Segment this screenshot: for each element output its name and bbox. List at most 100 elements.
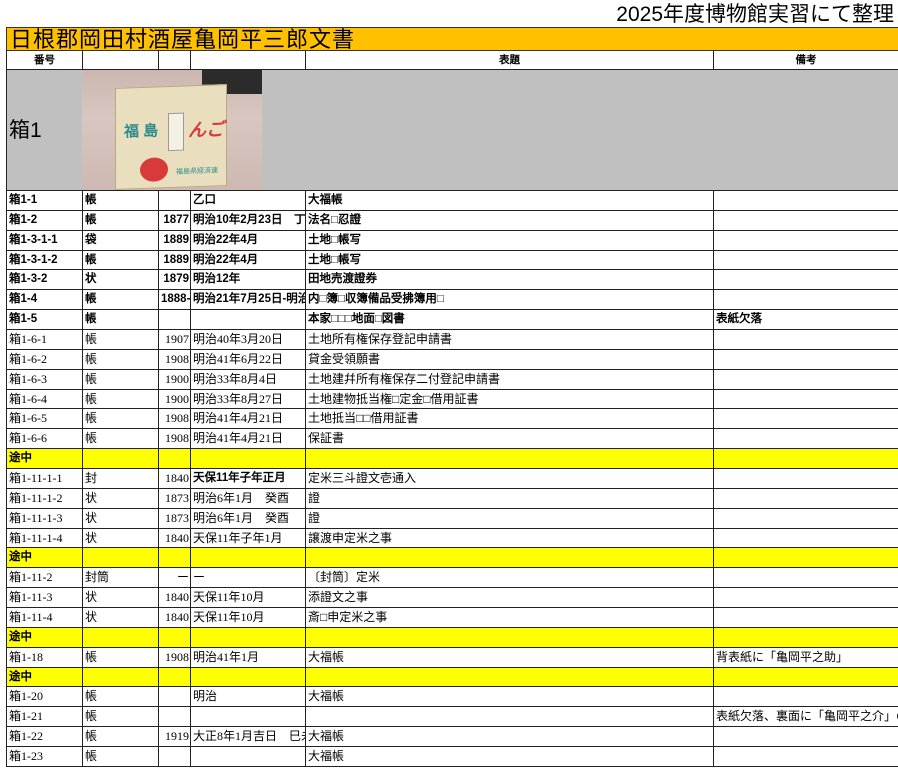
cell-type[interactable]: 状 <box>82 528 158 548</box>
cell-type[interactable]: 帳 <box>82 647 158 667</box>
cell-year[interactable]: 1919 <box>158 727 190 747</box>
cell-year[interactable]: 1873 <box>158 488 190 508</box>
cell-year[interactable]: 1840 <box>158 528 190 548</box>
cell-remark[interactable] <box>713 429 898 449</box>
cell-date[interactable]: 明治10年2月23日 丁丑 <box>190 210 305 230</box>
cell-remark[interactable] <box>713 627 898 647</box>
cell-remark[interactable] <box>713 369 898 389</box>
cell-title[interactable] <box>305 667 713 687</box>
cell-title[interactable]: 譲渡申定米之事 <box>305 528 713 548</box>
cell-remark[interactable] <box>713 250 898 270</box>
cell-title[interactable]: 斎□申定米之事 <box>305 608 713 627</box>
cell-type[interactable]: 帳 <box>82 687 158 707</box>
cell-number[interactable]: 途中 <box>6 548 82 568</box>
cell-type[interactable]: 帳 <box>82 250 158 270</box>
cell-remark[interactable] <box>713 469 898 488</box>
cell-number[interactable]: 箱1-3-2 <box>6 270 82 290</box>
cell-title[interactable]: 土地□帳写 <box>305 230 713 250</box>
cell-date[interactable]: 明治22年4月 <box>190 230 305 250</box>
cell-number[interactable]: 箱1-22 <box>6 727 82 747</box>
cell-date[interactable]: 明治6年1月 癸酉 <box>190 508 305 528</box>
cell-year[interactable] <box>158 687 190 707</box>
cell-year[interactable]: 1908 <box>158 349 190 369</box>
cell-year[interactable] <box>158 191 190 210</box>
cell-year[interactable] <box>158 627 190 647</box>
cell-number[interactable]: 箱1-11-3 <box>6 588 82 608</box>
cell-title[interactable]: 大福帳 <box>305 191 713 210</box>
cell-remark[interactable]: 背表紙に「亀岡平之助」 <box>713 647 898 667</box>
cell-year[interactable]: ー <box>158 568 190 588</box>
cell-date[interactable] <box>190 747 305 766</box>
header-remarks[interactable]: 備考 <box>713 51 898 69</box>
cell-title[interactable]: 貸金受領願書 <box>305 349 713 369</box>
cell-number[interactable]: 箱1-23 <box>6 747 82 766</box>
cell-year[interactable]: 1889 <box>158 230 190 250</box>
cell-type[interactable]: 帳 <box>82 707 158 727</box>
cell-title[interactable]: 大福帳 <box>305 687 713 707</box>
cell-number[interactable]: 箱1-11-2 <box>6 568 82 588</box>
cell-date[interactable]: 明治33年8月27日 <box>190 389 305 409</box>
cell-title[interactable]: 大福帳 <box>305 647 713 667</box>
cell-number[interactable]: 箱1-6-3 <box>6 369 82 389</box>
document-title[interactable]: 日根郡岡田村酒屋亀岡平三郎文書 <box>6 27 898 52</box>
cell-number[interactable]: 箱1-11-1-1 <box>6 469 82 488</box>
cell-number[interactable]: 途中 <box>6 449 82 469</box>
cell-date[interactable]: 明治12年 <box>190 270 305 290</box>
cell-type[interactable]: 帳 <box>82 429 158 449</box>
cell-year[interactable]: 1908 <box>158 409 190 429</box>
cell-number[interactable]: 箱1-11-4 <box>6 608 82 627</box>
cell-number[interactable]: 箱1-4 <box>6 290 82 310</box>
cell-remark[interactable] <box>713 409 898 429</box>
cell-remark[interactable] <box>713 210 898 230</box>
cell-remark[interactable] <box>713 687 898 707</box>
cell-title[interactable]: 證 <box>305 508 713 528</box>
cell-year[interactable] <box>158 548 190 568</box>
cell-type[interactable]: 帳 <box>82 409 158 429</box>
cell-title[interactable]: 土地□帳写 <box>305 250 713 270</box>
cell-date[interactable]: 明治41年4月21日 <box>190 409 305 429</box>
cell-title[interactable] <box>305 707 713 727</box>
cell-title[interactable]: 本家□□□地面□図書 <box>305 310 713 330</box>
cell-date[interactable]: ー <box>190 568 305 588</box>
cell-date[interactable]: 天保11年10月 <box>190 608 305 627</box>
cell-title[interactable]: 法名□忍證 <box>305 210 713 230</box>
cell-number[interactable]: 箱1-21 <box>6 707 82 727</box>
cell-number[interactable]: 箱1-20 <box>6 687 82 707</box>
cell-remark[interactable] <box>713 389 898 409</box>
cell-remark[interactable] <box>713 568 898 588</box>
box-label[interactable]: 箱1 <box>9 119 42 142</box>
header-number[interactable]: 番号 <box>6 51 82 69</box>
cell-remark[interactable] <box>713 449 898 469</box>
cell-date[interactable]: 明治21年7月25日-明治 <box>190 290 305 310</box>
cell-year[interactable] <box>158 667 190 687</box>
cell-remark[interactable] <box>713 488 898 508</box>
cell-type[interactable]: 袋 <box>82 230 158 250</box>
box-photo[interactable]: 福 島 んご 福島県経済連 <box>82 70 262 190</box>
cell-remark[interactable] <box>713 727 898 747</box>
cell-type[interactable]: 状 <box>82 608 158 627</box>
cell-type[interactable]: 帳 <box>82 310 158 330</box>
cell-number[interactable]: 箱1-11-1-2 <box>6 488 82 508</box>
cell-number[interactable]: 箱1-6-6 <box>6 429 82 449</box>
cell-title[interactable] <box>305 449 713 469</box>
cell-type[interactable] <box>82 627 158 647</box>
cell-year[interactable]: 1888- <box>158 290 190 310</box>
cell-type[interactable]: 帳 <box>82 210 158 230</box>
cell-title[interactable]: 田地売渡證券 <box>305 270 713 290</box>
cell-title[interactable]: 土地建物抵当権□定金□借用証書 <box>305 389 713 409</box>
cell-number[interactable]: 箱1-1 <box>6 191 82 210</box>
header-col3[interactable] <box>158 51 190 69</box>
cell-date[interactable]: 天保11年子年正月 <box>190 469 305 488</box>
cell-year[interactable]: 1908 <box>158 647 190 667</box>
cell-date[interactable]: 明治41年4月21日 <box>190 429 305 449</box>
cell-title[interactable]: 土地抵当□□借用証書 <box>305 409 713 429</box>
cell-type[interactable]: 帳 <box>82 349 158 369</box>
cell-number[interactable]: 箱1-2 <box>6 210 82 230</box>
cell-number[interactable]: 箱1-6-5 <box>6 409 82 429</box>
header-col2[interactable] <box>82 51 158 69</box>
cell-remark[interactable] <box>713 528 898 548</box>
cell-date[interactable] <box>190 667 305 687</box>
cell-remark[interactable] <box>713 191 898 210</box>
cell-year[interactable]: 1889 <box>158 250 190 270</box>
cell-type[interactable]: 状 <box>82 508 158 528</box>
